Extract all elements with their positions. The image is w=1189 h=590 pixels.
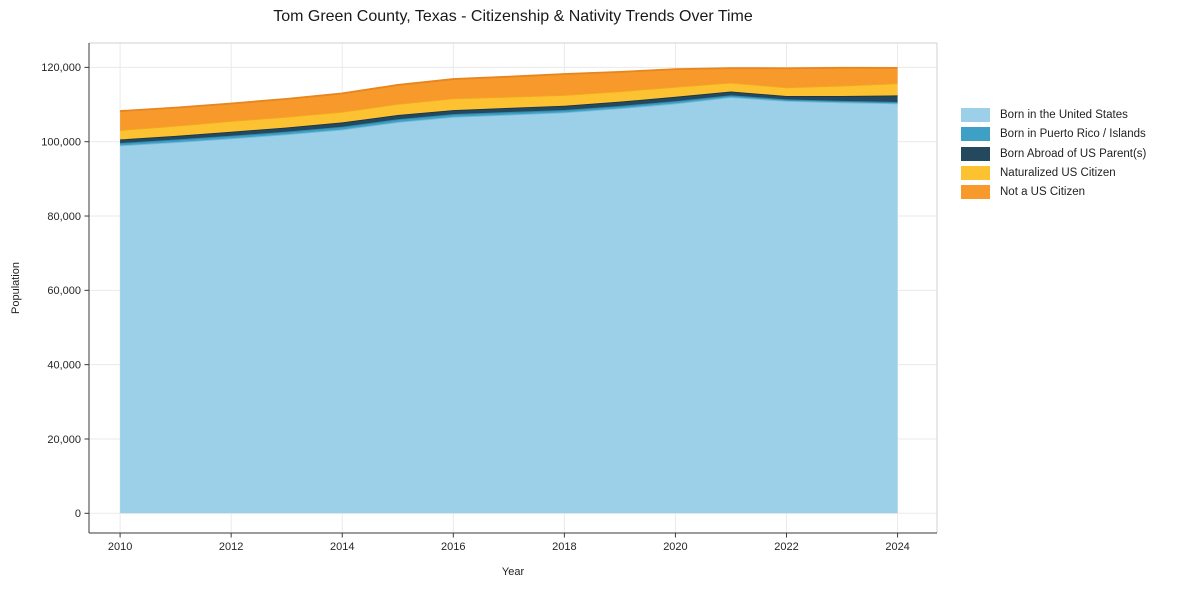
- x-tick-label: 2014: [330, 541, 354, 553]
- y-axis-label: Population: [10, 262, 22, 314]
- x-tick-label: 2020: [663, 541, 687, 553]
- x-tick-label: 2016: [441, 541, 465, 553]
- y-tick-label: 20,000: [47, 434, 81, 446]
- legend-item-born-in-puerto-rico-islands: Born in Puerto Rico / Islands: [961, 127, 1146, 142]
- x-tick-label: 2022: [774, 541, 798, 553]
- chart-title: Tom Green County, Texas - Citizenship & …: [273, 8, 753, 25]
- x-tick-label: 2024: [885, 541, 909, 553]
- legend-swatch-born-abroad-of-us-parent-s: [961, 146, 990, 161]
- legend-label: Born Abroad of US Parent(s): [1000, 147, 1147, 160]
- x-tick-label: 2012: [219, 541, 243, 553]
- y-tick-label: 80,000: [47, 211, 81, 223]
- legend-label: Born in the United States: [1000, 109, 1128, 121]
- legend: Born in the United States Born in Puerto …: [961, 108, 1146, 204]
- tick-marks: [84, 66, 899, 538]
- y-tick-label: 100,000: [41, 136, 81, 148]
- legend-item-born-abroad-of-us-parent-s: Born Abroad of US Parent(s): [961, 146, 1147, 161]
- legend-label: Not a US Citizen: [1000, 186, 1086, 199]
- legend-item-not-a-us-citizen: Not a US Citizen: [961, 185, 1146, 200]
- series-born-in-the-united-states: [120, 96, 898, 514]
- legend-item-naturalized-us-citizen: Naturalized US Citizen: [961, 165, 1146, 180]
- tick-labels: 2010 2012 2014 2016 2018 2020 2022 2024 0 20,000 4…: [41, 62, 910, 553]
- y-tick-label: 0: [75, 508, 81, 520]
- legend-swatch-not-a-us-citizen: [961, 185, 990, 200]
- legend-item-born-in-the-united-states: Born in the United States: [961, 108, 1146, 122]
- legend-swatch-naturalized-us-citizen: [961, 165, 990, 180]
- x-tick-label: 2010: [108, 541, 132, 553]
- y-tick-label: 40,000: [47, 359, 81, 371]
- legend-swatch-born-in-the-united-states: [961, 108, 990, 122]
- y-tick-label: 60,000: [47, 285, 81, 297]
- x-axis-label: Year: [501, 566, 525, 578]
- axes-spines: [88, 42, 938, 534]
- legend-label: Naturalized US Citizen: [1000, 166, 1116, 179]
- legend-label: Born in Puerto Rico / Islands: [1000, 128, 1146, 141]
- y-tick-label: 120,000: [41, 62, 81, 74]
- legend-swatch-born-in-puerto-rico-islands: [961, 127, 990, 142]
- series-edge-not-a-us-citizen: [120, 66, 898, 112]
- series-not-a-us-citizen: [120, 66, 898, 130]
- x-tick-label: 2018: [552, 541, 576, 553]
